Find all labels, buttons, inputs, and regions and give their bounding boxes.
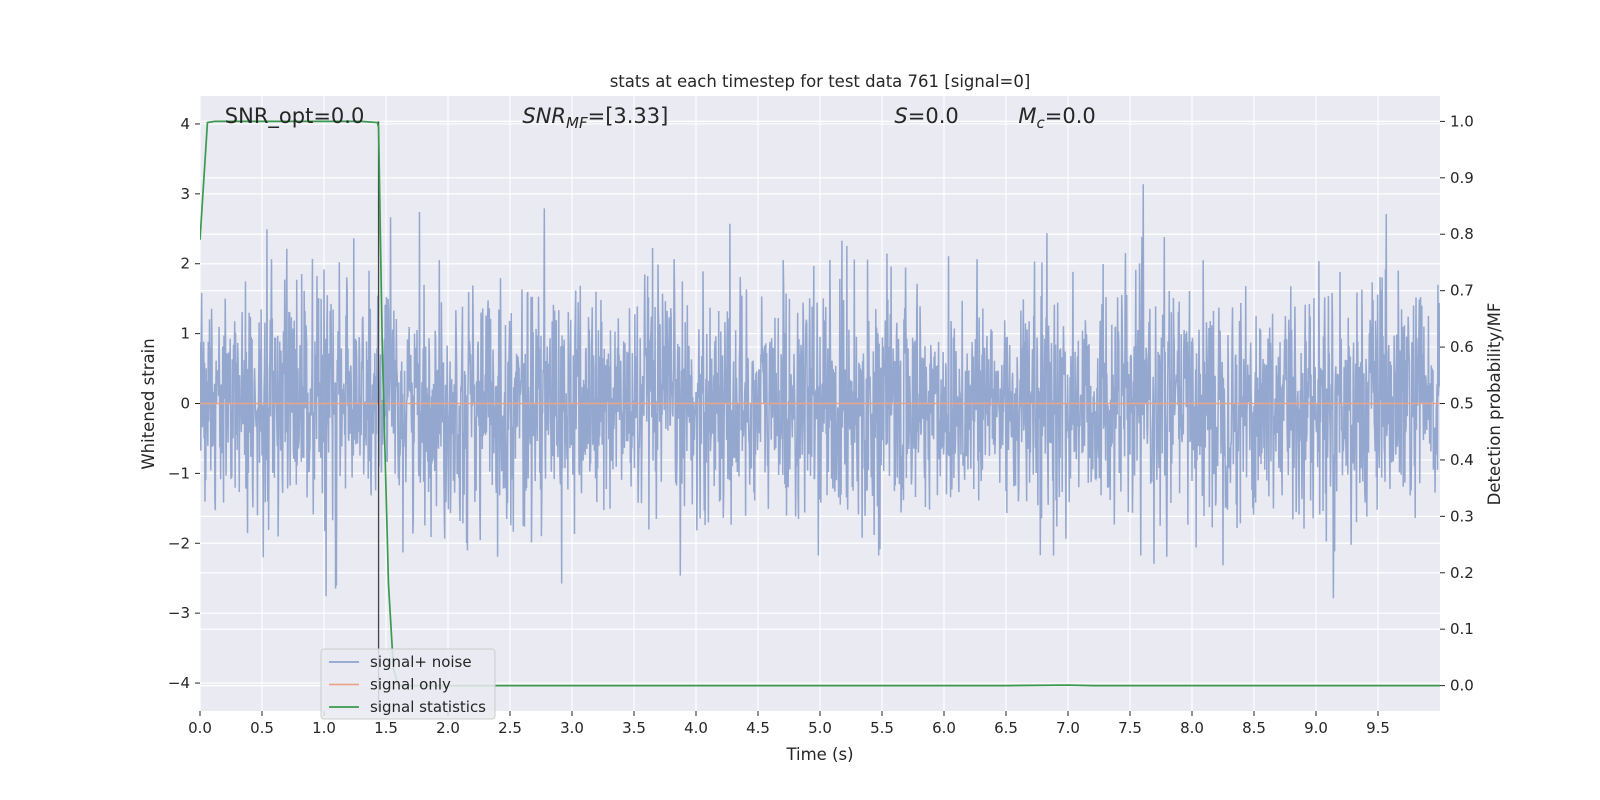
y2-tick-label: 0.1 <box>1450 620 1474 638</box>
y-tick-label: 2 <box>180 255 190 273</box>
y-axis-label: Whitened strain <box>139 338 158 469</box>
y2-tick-label: 0.2 <box>1450 564 1474 582</box>
y-tick-label: −1 <box>168 464 190 482</box>
x-tick-label: 9.0 <box>1304 719 1328 737</box>
series-layer <box>200 120 1440 711</box>
annotation-3: Mc=0.0 <box>1018 104 1095 132</box>
y-tick-label: −2 <box>168 534 190 552</box>
x-tick-label: 8.5 <box>1242 719 1266 737</box>
y-tick-label: 4 <box>180 115 190 133</box>
x-tick-label: 5.0 <box>808 719 832 737</box>
x-tick-label: 5.5 <box>870 719 894 737</box>
y2-tick-label: 0.6 <box>1450 338 1474 356</box>
y2-tick-label: 0.5 <box>1450 395 1474 413</box>
x-tick-label: 3.5 <box>622 719 646 737</box>
x-tick-label: 7.0 <box>1056 719 1080 737</box>
y-tick-label: −4 <box>168 674 190 692</box>
ticks: 0.0 0.5 1.0 1.5 2.0 2.5 3.0 3.5 4.0 4.5 5.0 5.5 6.0 6… <box>168 112 1474 737</box>
legend-label: signal+ noise <box>370 653 472 671</box>
legend: signal+ noise signal only signal statistic… <box>320 648 496 720</box>
annotation-1: SNRMF=[3.33] <box>522 104 668 132</box>
x-tick-label: 6.5 <box>994 719 1018 737</box>
x-tick-label: 8.0 <box>1180 719 1204 737</box>
x-tick-label: 0.5 <box>250 719 274 737</box>
y-tick-label: 0 <box>180 395 190 413</box>
chart-title: stats at each timestep for test data 761… <box>610 72 1031 91</box>
x-tick-label: 4.0 <box>684 719 708 737</box>
x-tick-label: 2.0 <box>436 719 460 737</box>
x-tick-label: 9.5 <box>1366 719 1390 737</box>
annotations: SNR_opt=0.0 SNRMF=[3.33] S=0.0 Mc=0.0 <box>225 104 1096 132</box>
y-tick-label: 1 <box>180 325 190 343</box>
x-tick-label: 1.5 <box>374 719 398 737</box>
y2-axis-label: Detection probability/MF <box>1485 303 1504 506</box>
y2-tick-label: 0.0 <box>1450 677 1474 695</box>
x-tick-label: 4.5 <box>746 719 770 737</box>
x-tick-label: 6.0 <box>932 719 956 737</box>
series-signal-statistics <box>200 120 1440 687</box>
x-axis-label: Time (s) <box>785 745 853 764</box>
x-tick-label: 2.5 <box>498 719 522 737</box>
annotation-0: SNR_opt=0.0 <box>225 104 365 129</box>
annotation-2: S=0.0 <box>894 104 958 128</box>
y2-tick-label: 0.3 <box>1450 507 1474 525</box>
legend-box <box>320 648 496 720</box>
y-tick-label: 3 <box>180 185 190 203</box>
x-tick-label: 3.0 <box>560 719 584 737</box>
legend-label: signal only <box>370 676 451 694</box>
legend-label: signal statistics <box>370 698 486 716</box>
series-signal-noise <box>200 184 1440 599</box>
y2-tick-label: 1.0 <box>1450 112 1474 130</box>
x-tick-label: 1.0 <box>312 719 336 737</box>
y-tick-label: −3 <box>168 604 190 622</box>
y2-tick-label: 0.4 <box>1450 451 1474 469</box>
y2-tick-label: 0.7 <box>1450 282 1474 300</box>
x-tick-label: 7.5 <box>1118 719 1142 737</box>
x-tick-label: 0.0 <box>188 719 212 737</box>
y2-tick-label: 0.8 <box>1450 225 1474 243</box>
y2-tick-label: 0.9 <box>1450 169 1474 187</box>
